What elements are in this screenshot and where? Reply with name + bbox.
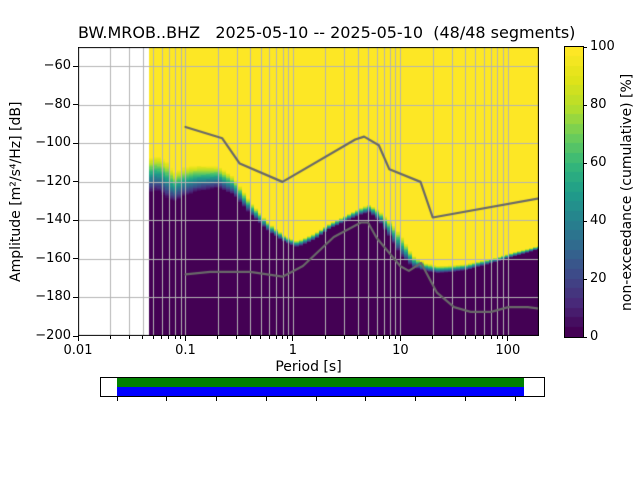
y-tick-label: −180: [35, 289, 71, 305]
colorbar-tick: [583, 336, 587, 338]
colorbar-tick: [583, 220, 587, 222]
x-minor-tick: [282, 336, 283, 339]
timeline-tick: [415, 397, 417, 401]
x-minor-tick: [168, 336, 170, 339]
x-tick-label: 0.1: [175, 343, 196, 358]
timeline-tick: [166, 397, 168, 401]
colorbar-label: non-exceedance (cumulative) [%]: [619, 73, 635, 311]
x-minor-tick: [367, 336, 369, 339]
colorbar-tick-label: 80: [590, 97, 607, 112]
x-minor-tick: [174, 336, 176, 339]
x-minor-tick: [394, 336, 396, 339]
timeline-tick: [216, 397, 218, 401]
timeline-coverage-green: [117, 378, 524, 387]
y-tick: [73, 335, 78, 337]
x-minor-tick: [180, 336, 182, 339]
x-minor-tick: [142, 336, 144, 339]
colorbar-tick: [583, 46, 587, 48]
x-tick: [292, 336, 294, 341]
colorbar-tick: [583, 104, 587, 106]
y-tick: [73, 219, 78, 221]
y-tick: [73, 65, 78, 67]
x-minor-tick: [343, 336, 345, 339]
x-minor-tick: [389, 336, 391, 339]
x-minor-tick: [383, 336, 385, 339]
timeline-tick: [315, 397, 317, 401]
timeline-tick: [514, 397, 516, 401]
x-tick: [184, 336, 186, 341]
x-minor-tick: [490, 336, 492, 339]
x-minor-tick: [268, 336, 270, 339]
colorbar-tick-label: 100: [590, 39, 615, 54]
x-minor-tick: [275, 336, 277, 339]
y-tick-label: −160: [35, 250, 71, 266]
timeline-tick: [265, 397, 267, 401]
colorbar-tick-label: 0: [590, 329, 599, 344]
x-axis-label: Period [s]: [275, 359, 342, 375]
x-minor-tick: [287, 336, 289, 339]
x-minor-tick: [236, 336, 238, 339]
timeline-tick: [365, 397, 367, 401]
y-tick-label: −140: [35, 212, 71, 228]
x-minor-tick: [152, 336, 154, 339]
y-tick-label: −120: [35, 173, 71, 189]
y-tick-label: −100: [35, 135, 71, 151]
x-minor-tick: [376, 336, 378, 339]
y-tick: [73, 181, 78, 183]
x-minor-tick: [109, 336, 111, 339]
x-tick: [507, 336, 509, 341]
y-tick: [73, 104, 78, 106]
x-minor-tick: [324, 336, 326, 339]
x-tick-label: 0.01: [63, 343, 93, 358]
colorbar-tick: [583, 278, 587, 280]
colorbar-tick-label: 40: [590, 213, 607, 228]
x-minor-tick: [432, 336, 434, 339]
y-tick: [73, 142, 78, 144]
x-minor-tick: [260, 336, 262, 339]
timeline-coverage-blue: [117, 387, 524, 396]
x-minor-tick: [474, 336, 476, 339]
timeline-tick: [464, 397, 466, 401]
x-tick-label: 100: [495, 343, 521, 358]
x-minor-tick: [217, 336, 219, 339]
colorbar-tick: [583, 162, 587, 164]
timeline-tick: [116, 397, 118, 401]
y-tick-label: −80: [43, 96, 71, 112]
x-tick-label: 1: [288, 343, 298, 358]
x-tick: [399, 336, 401, 341]
x-tick: [77, 336, 79, 341]
x-minor-tick: [249, 336, 251, 339]
x-minor-tick: [496, 336, 498, 339]
colorbar: [564, 46, 584, 338]
y-tick: [73, 258, 78, 260]
y-tick-label: −60: [43, 58, 71, 74]
x-minor-tick: [483, 336, 485, 339]
x-tick-label: 10: [392, 343, 409, 358]
y-tick-label: −200: [35, 328, 71, 343]
x-minor-tick: [451, 336, 453, 339]
x-minor-tick: [357, 336, 359, 339]
colorbar-tick-label: 60: [590, 155, 607, 170]
x-minor-tick: [464, 336, 466, 339]
y-tick: [73, 296, 78, 298]
ppsd-heatmap: [78, 47, 539, 336]
plot-title: BW.MROB..BHZ 2025-05-10 -- 2025-05-10 (4…: [78, 23, 576, 42]
x-minor-tick: [128, 336, 130, 339]
colorbar-tick-label: 20: [590, 271, 607, 286]
x-minor-tick: [502, 336, 504, 339]
x-minor-tick: [161, 336, 163, 339]
